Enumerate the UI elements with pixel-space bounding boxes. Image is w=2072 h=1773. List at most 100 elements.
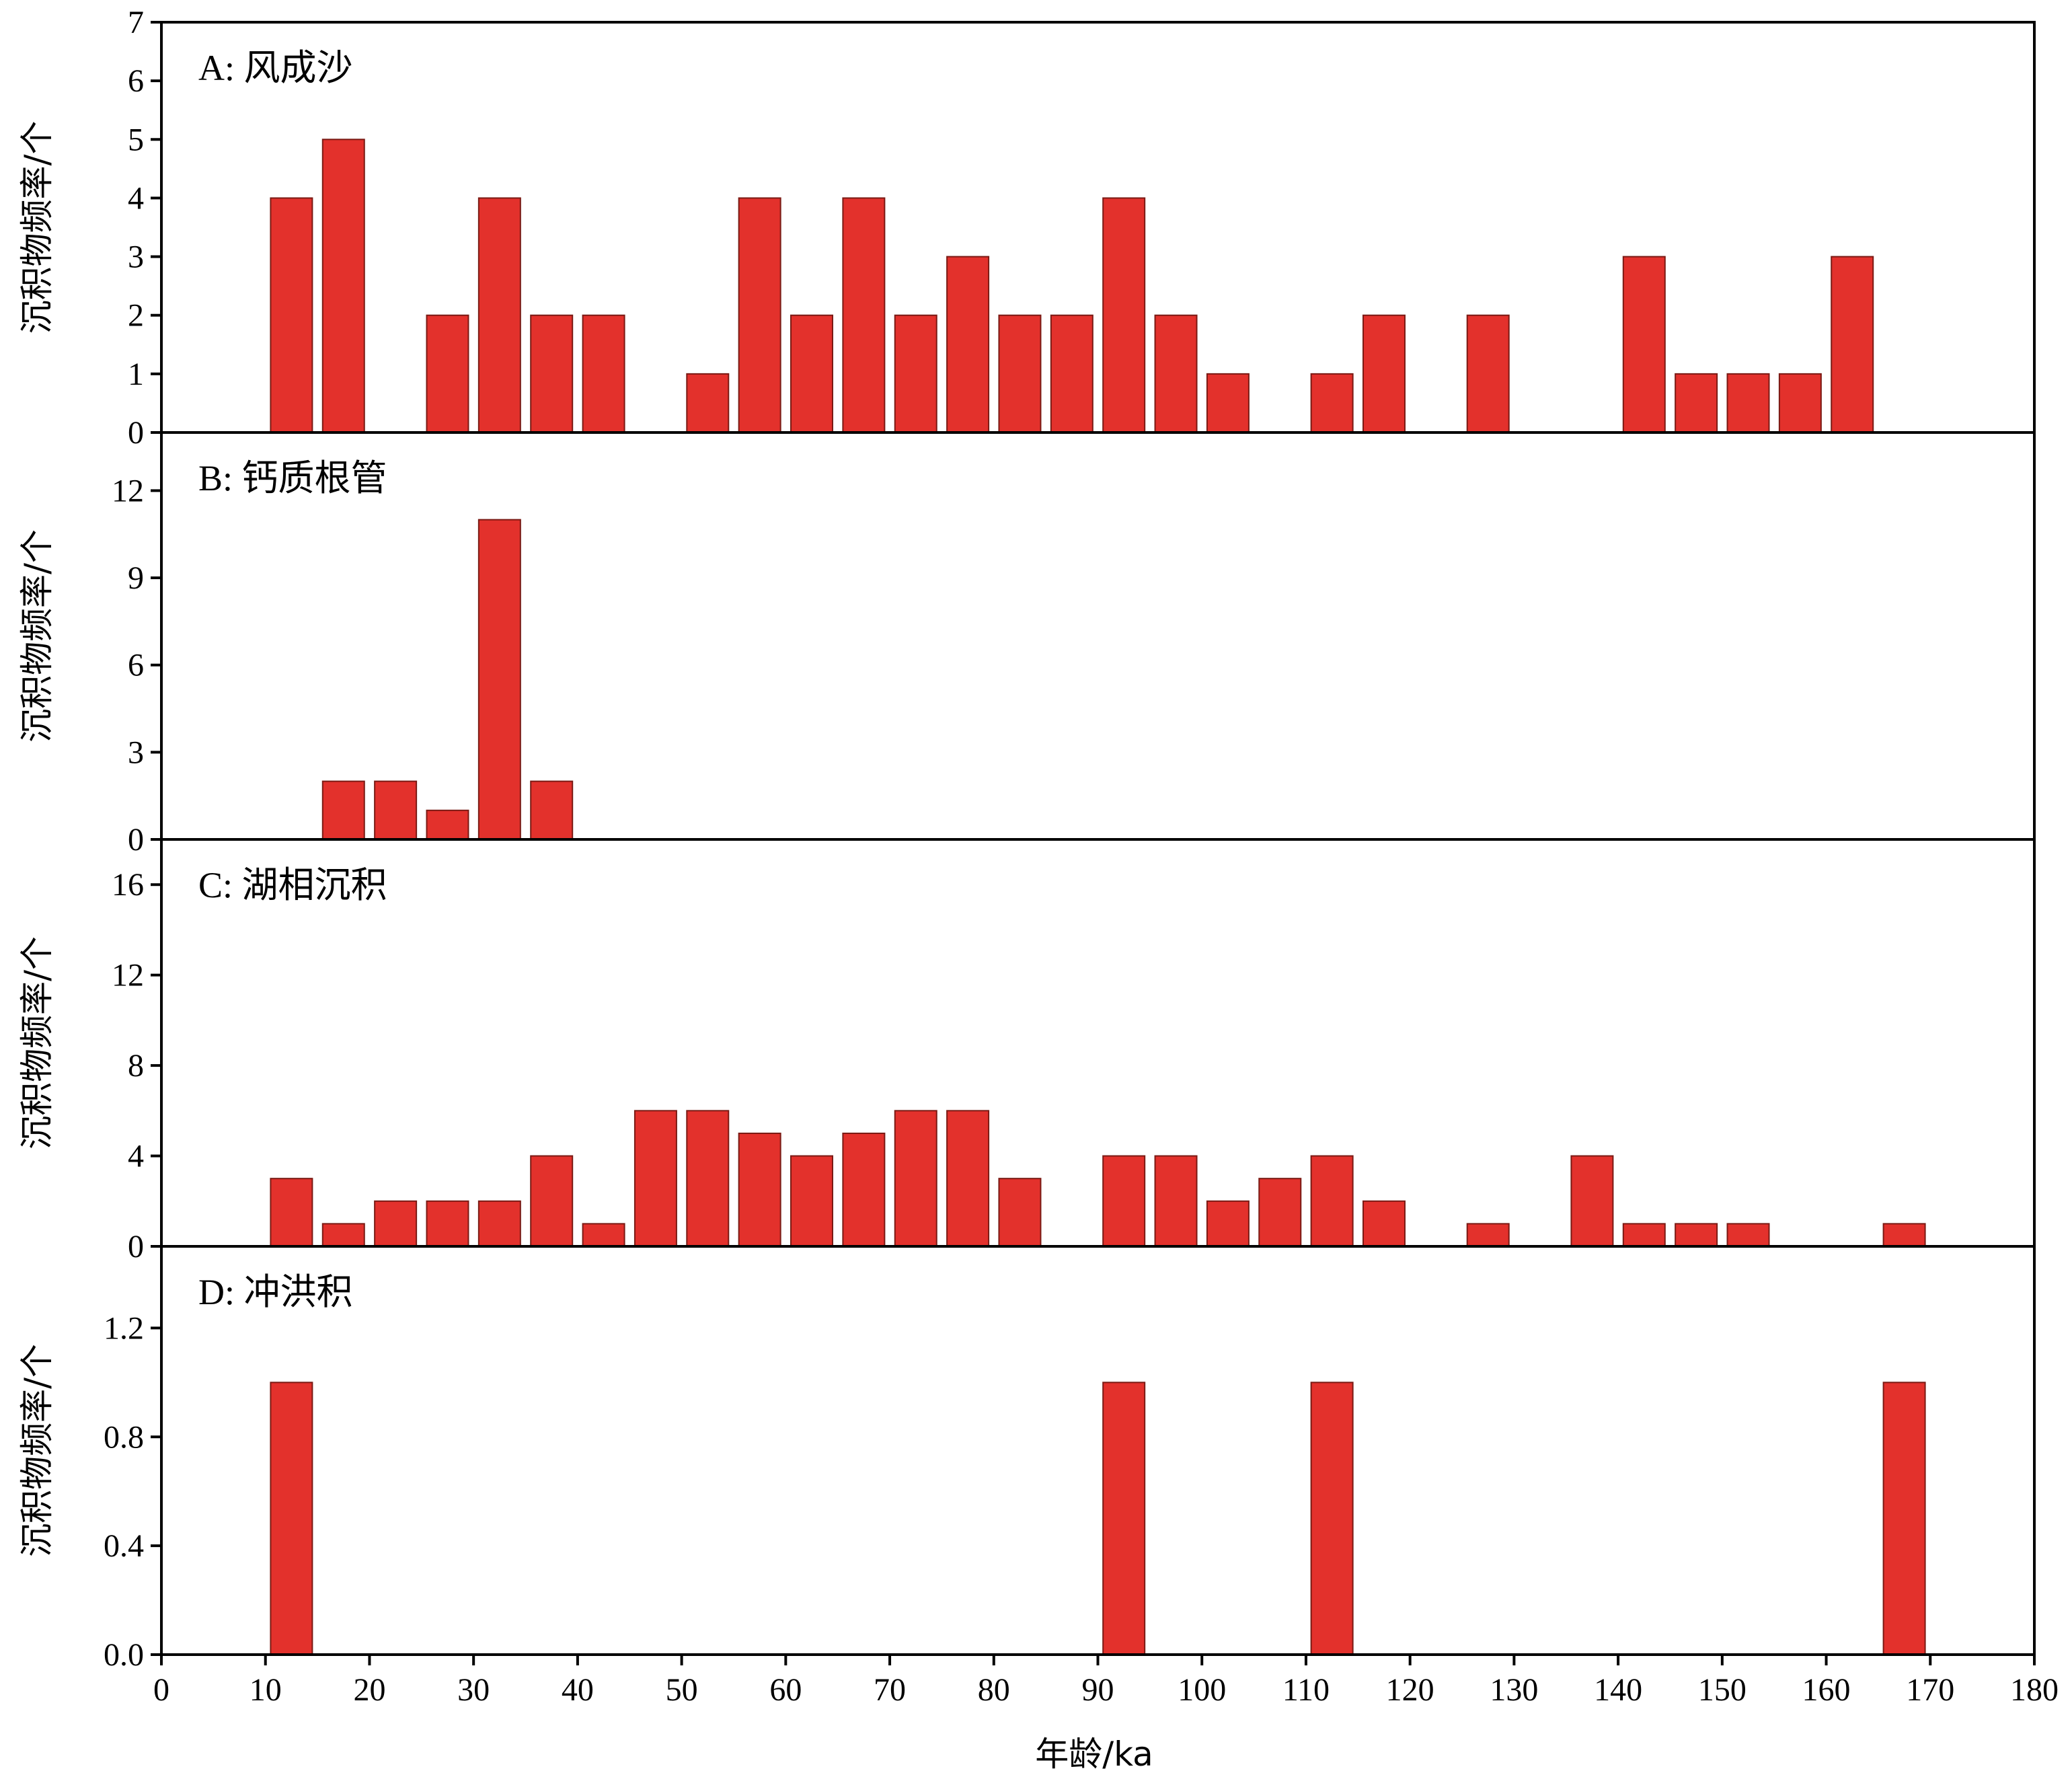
bar-panel1-15 [1050,314,1093,434]
x-tick-label-10: 100 [1178,1672,1226,1708]
y-axis-title-1: 沉积物频率/个 [17,121,56,334]
bar-panel1-23 [1466,314,1510,434]
x-tick-label-0: 0 [153,1672,169,1708]
bar-panel1-8 [686,373,730,433]
y-tick-label-panel3-1: 4 [128,1139,144,1174]
bar-panel1-14 [998,314,1042,434]
bar-panel1-10 [790,314,834,434]
bar-panel1-29 [1778,373,1822,433]
bar-panel1-6 [582,314,625,434]
bar-panel4-20 [1310,1382,1354,1655]
y-tick-label-panel1-0: 0 [128,415,144,451]
panel-frame-4 [160,1245,2036,1656]
bar-panel1-4 [477,197,521,433]
bar-panel3-14 [998,1178,1042,1247]
panel-frame-2 [160,431,2036,841]
bar-panel4-16 [1102,1382,1146,1655]
y-axis-title-3: 沉积物频率/个 [17,936,56,1149]
panel-title-1: A: 风成沙 [198,48,353,88]
x-tick-label-1: 10 [250,1672,282,1708]
bar-panel2-2 [374,780,418,840]
bar-panel3-28 [1726,1223,1770,1248]
x-tick-label-12: 120 [1386,1672,1434,1708]
y-tick-label-panel1-6: 6 [128,63,144,99]
bar-panel3-10 [790,1155,834,1247]
x-tick-label-7: 70 [874,1672,906,1708]
bar-panel2-4 [477,519,521,841]
bar-panel3-31 [1882,1223,1926,1248]
bar-panel3-0 [270,1178,313,1247]
bar-panel3-7 [634,1110,677,1248]
bar-panel2-5 [530,780,574,840]
bar-panel1-13 [946,256,990,433]
x-tick-label-13: 130 [1490,1672,1538,1708]
bar-panel1-27 [1675,373,1718,433]
bar-panel1-17 [1154,314,1198,434]
y-axis-title-4: 沉积物频率/个 [17,1344,56,1557]
bar-panel3-20 [1310,1155,1354,1247]
x-tick-label-5: 50 [666,1672,698,1708]
x-tick-label-4: 40 [562,1672,594,1708]
panel-title-4: D: 冲洪积 [198,1272,353,1312]
bar-panel3-27 [1675,1223,1718,1248]
y-tick-label-panel3-4: 16 [112,867,144,903]
bar-panel1-0 [270,197,313,433]
bar-panel1-3 [426,314,469,434]
bar-panel3-5 [530,1155,574,1247]
x-tick-label-14: 140 [1594,1672,1642,1708]
y-tick-label-panel2-2: 6 [128,648,144,683]
bar-panel2-1 [321,780,365,840]
bar-panel3-8 [686,1110,730,1248]
bar-panel3-21 [1362,1200,1406,1248]
bar-panel3-26 [1622,1223,1666,1248]
bar-panel4-0 [270,1382,313,1655]
x-tick-label-15: 150 [1698,1672,1747,1708]
bar-panel1-5 [530,314,574,434]
bar-panel3-4 [477,1200,521,1248]
bar-panel3-2 [374,1200,418,1248]
bar-panel3-23 [1466,1223,1510,1248]
bar-panel3-16 [1102,1155,1146,1247]
bar-panel3-3 [426,1200,469,1248]
bar-panel1-1 [321,139,365,434]
y-tick-label-panel2-0: 0 [128,822,144,858]
bar-panel3-13 [946,1110,990,1248]
bar-panel1-11 [842,197,886,433]
y-tick-label-panel3-3: 12 [112,958,144,993]
bar-panel4-31 [1882,1382,1926,1655]
bar-panel2-3 [426,809,469,841]
bar-panel1-9 [738,197,781,433]
y-tick-label-panel1-2: 2 [128,298,144,334]
bar-panel3-19 [1258,1178,1302,1247]
y-tick-label-panel1-3: 3 [128,239,144,275]
panel-title-2: B: 钙质根管 [198,458,387,498]
y-tick-label-panel4-3: 1.2 [104,1310,144,1346]
y-tick-label-panel1-4: 4 [128,180,144,216]
bar-panel1-20 [1310,373,1354,433]
bar-panel1-12 [894,314,937,434]
y-tick-label-panel2-1: 3 [128,734,144,770]
bar-panel3-9 [738,1132,781,1248]
bar-panel3-17 [1154,1155,1198,1247]
y-tick-label-panel1-5: 5 [128,122,144,157]
bar-panel1-16 [1102,197,1146,433]
panel-frame-3 [160,838,2036,1248]
bar-panel3-25 [1570,1155,1614,1247]
y-tick-label-panel1-1: 1 [128,356,144,392]
x-tick-label-18: 180 [2010,1672,2059,1708]
x-tick-label-6: 60 [769,1672,802,1708]
bar-panel3-6 [582,1223,625,1248]
bar-panel1-28 [1726,373,1770,433]
y-tick-label-panel4-2: 0.8 [104,1419,144,1455]
bar-panel1-18 [1206,373,1250,433]
y-tick-label-panel2-3: 9 [128,560,144,596]
x-axis-title: 年龄/ka [1035,1735,1153,1773]
y-tick-label-panel2-4: 12 [112,473,144,508]
y-tick-label-panel3-0: 0 [128,1229,144,1265]
bar-panel1-21 [1362,314,1406,434]
y-tick-label-panel3-2: 8 [128,1048,144,1084]
bar-panel3-11 [842,1132,886,1248]
y-tick-label-panel4-0: 0.0 [104,1637,144,1673]
x-tick-label-8: 80 [978,1672,1010,1708]
x-tick-label-3: 30 [457,1672,490,1708]
